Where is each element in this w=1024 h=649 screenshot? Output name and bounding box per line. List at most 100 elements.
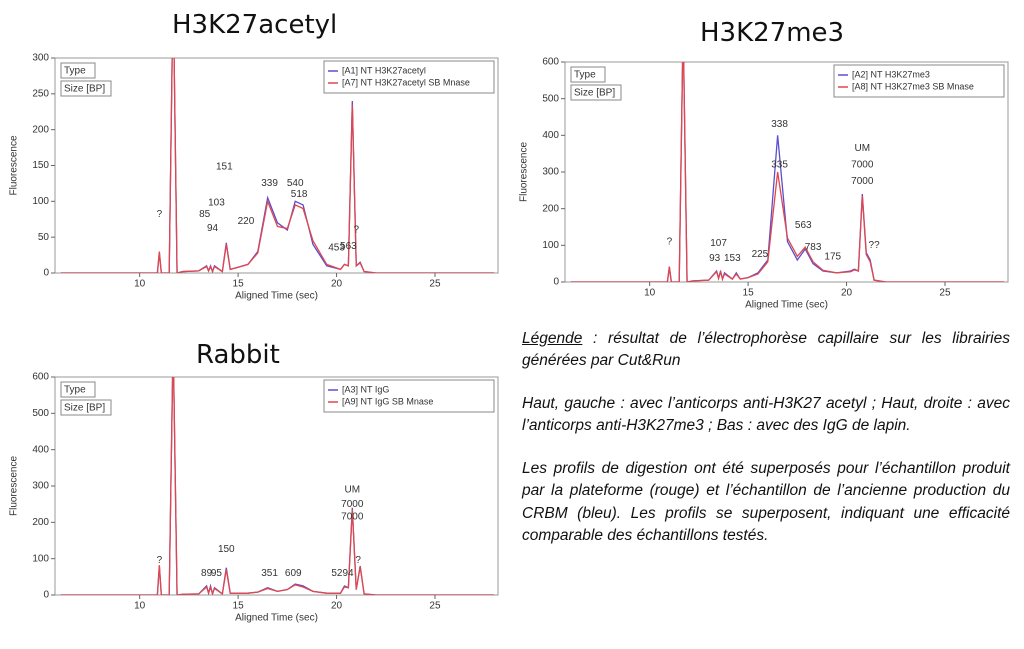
peak-label: 150 bbox=[218, 544, 235, 555]
caption-paragraph: Légende : résultat de l’électrophorèse c… bbox=[522, 328, 1010, 373]
peak-label: 453 bbox=[328, 243, 345, 254]
peak-label: ? bbox=[667, 236, 673, 247]
peak-label: 225 bbox=[752, 249, 769, 260]
peak-label: 609 bbox=[285, 568, 302, 579]
x-tick-label: 10 bbox=[644, 288, 656, 299]
peak-label: 220 bbox=[238, 216, 255, 227]
peak-label: ? bbox=[157, 555, 163, 566]
chart: 0 100 200 300 400 500 600 10 15 20 25 Aligned Time … bbox=[519, 57, 1009, 311]
peak-label: 175 bbox=[824, 252, 841, 263]
peak-label: 95 bbox=[211, 568, 223, 579]
y-axis-label: Fluorescence bbox=[9, 456, 20, 516]
peak-label: 89 bbox=[201, 568, 213, 579]
caption: Légende : résultat de l’électrophorèse c… bbox=[522, 328, 1010, 568]
caption-text: : résultat de l’électrophorèse capillair… bbox=[522, 330, 1010, 370]
legend-label: [A9] NT IgG SB Mnase bbox=[342, 396, 433, 406]
series-line bbox=[570, 62, 1005, 282]
y-axis-label: Fluorescence bbox=[9, 135, 20, 195]
x-tick-label: 10 bbox=[134, 279, 146, 290]
peak-label: UM bbox=[855, 143, 871, 154]
size-label: Size [BP] bbox=[574, 88, 615, 99]
chart: 0 50 100 150 200 250 300 10 15 20 25 Aligned Time (… bbox=[9, 53, 499, 302]
x-axis-label: Aligned Time (sec) bbox=[235, 291, 318, 302]
caption-paragraph: Haut, gauche : avec l’anticorps anti-H3K… bbox=[522, 394, 1010, 435]
legend-box bbox=[833, 64, 1005, 98]
peak-label: 563 bbox=[795, 220, 812, 231]
caption-legend-word: Légende bbox=[522, 330, 583, 347]
y-tick-label: 200 bbox=[542, 203, 559, 214]
peak-label: 7000 bbox=[341, 512, 364, 523]
peak-label: 107 bbox=[710, 238, 727, 249]
peak-label: 338 bbox=[771, 119, 788, 130]
peak-label: 339 bbox=[261, 178, 278, 189]
peak-label: 85 bbox=[199, 209, 211, 220]
x-axis-label: Aligned Time (sec) bbox=[235, 613, 318, 624]
y-tick-label: 100 bbox=[32, 196, 49, 207]
peak-label: 5294 bbox=[331, 568, 354, 579]
y-axis-label: Fluorescence bbox=[519, 142, 530, 202]
y-tick-label: 100 bbox=[542, 240, 559, 251]
peak-label: 518 bbox=[291, 189, 308, 200]
type-label: Type bbox=[64, 385, 86, 396]
plot-frame bbox=[564, 61, 1009, 283]
peak-label: 335 bbox=[771, 159, 788, 170]
peak-label: 103 bbox=[208, 197, 225, 208]
y-tick-label: 400 bbox=[32, 444, 49, 455]
series-line bbox=[60, 377, 495, 595]
chart-title: H3K27acetyl bbox=[172, 10, 338, 40]
y-tick-label: 600 bbox=[32, 372, 49, 383]
y-tick-label: 50 bbox=[38, 232, 50, 243]
y-tick-label: 250 bbox=[32, 88, 49, 99]
y-tick-label: 0 bbox=[43, 590, 49, 601]
peak-label: 540 bbox=[287, 178, 304, 189]
size-box bbox=[570, 84, 622, 101]
x-tick-label: 25 bbox=[429, 601, 441, 612]
y-tick-label: 300 bbox=[32, 53, 49, 64]
x-axis-label: Aligned Time (sec) bbox=[745, 300, 828, 311]
legend-label: [A3] NT IgG bbox=[342, 384, 389, 394]
y-tick-label: 0 bbox=[553, 277, 559, 288]
y-tick-label: 300 bbox=[32, 481, 49, 492]
peak-label: 153 bbox=[724, 253, 741, 264]
y-tick-label: 0 bbox=[43, 268, 49, 279]
peak-label: 783 bbox=[805, 242, 822, 253]
size-label: Size [BP] bbox=[64, 84, 105, 95]
y-tick-label: 200 bbox=[32, 124, 49, 135]
peak-label: 351 bbox=[261, 568, 278, 579]
x-tick-label: 15 bbox=[233, 279, 245, 290]
type-label: Type bbox=[574, 70, 596, 81]
peak-label: 7000 bbox=[341, 499, 364, 510]
peak-label: 94 bbox=[207, 223, 219, 234]
y-tick-label: 150 bbox=[32, 160, 49, 171]
peak-label: 563 bbox=[340, 241, 357, 252]
type-label: Type bbox=[64, 66, 86, 77]
peak-label: ? bbox=[355, 555, 361, 566]
x-tick-label: 10 bbox=[134, 601, 146, 612]
x-tick-label: 15 bbox=[233, 601, 245, 612]
y-tick-label: 600 bbox=[542, 57, 559, 68]
legend-label: [A2] NT H3K27me3 bbox=[852, 69, 930, 79]
peak-label: ?? bbox=[869, 240, 881, 251]
x-tick-label: 25 bbox=[429, 279, 441, 290]
y-tick-label: 100 bbox=[32, 553, 49, 564]
y-tick-label: 500 bbox=[32, 408, 49, 419]
plot-frame bbox=[54, 57, 499, 274]
x-tick-label: 20 bbox=[331, 601, 343, 612]
peak-label: 151 bbox=[216, 162, 233, 173]
peak-label: 7000 bbox=[851, 159, 874, 170]
x-tick-label: 20 bbox=[841, 288, 853, 299]
series-line bbox=[60, 58, 495, 273]
size-box bbox=[60, 399, 112, 416]
legend-label: [A7] NT H3K27acetyl SB Mnase bbox=[342, 77, 470, 87]
peak-label: ? bbox=[157, 209, 163, 220]
x-tick-label: 25 bbox=[939, 288, 951, 299]
x-tick-label: 15 bbox=[743, 288, 755, 299]
y-tick-label: 500 bbox=[542, 93, 559, 104]
type-box bbox=[60, 62, 96, 79]
size-label: Size [BP] bbox=[64, 403, 105, 414]
chart: 0 100 200 300 400 500 600 10 15 20 25 Aligned Time … bbox=[9, 372, 499, 624]
plot-frame bbox=[54, 376, 499, 596]
chart-title: H3K27me3 bbox=[700, 18, 845, 48]
legend-box bbox=[323, 60, 495, 94]
